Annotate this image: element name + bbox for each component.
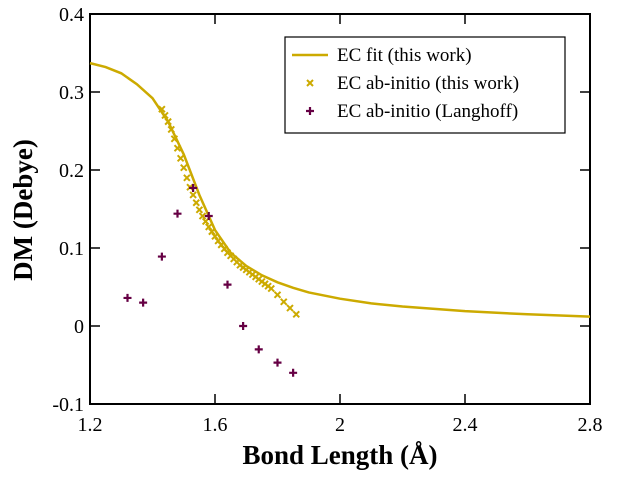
- plus-marker: [139, 298, 148, 307]
- x-marker: [292, 310, 300, 319]
- plus-marker: [204, 212, 213, 221]
- x-marker: [211, 232, 219, 241]
- legend-label: EC fit (this work): [337, 45, 472, 66]
- y-tick-label: 0.4: [59, 4, 84, 26]
- plus-marker: [254, 345, 263, 354]
- plus-marker: [189, 183, 198, 192]
- x-marker: [195, 206, 204, 214]
- x-marker: [286, 304, 294, 312]
- plus-marker: [223, 280, 232, 289]
- x-marker: [205, 223, 213, 231]
- x-marker: [267, 284, 275, 293]
- x-marker: [198, 212, 207, 220]
- x-marker: [192, 199, 200, 207]
- y-tick-label: 0: [74, 316, 84, 338]
- x-axis-title: Bond Length (Å): [242, 440, 437, 470]
- x-marker: [273, 291, 282, 299]
- legend-box: [284, 36, 566, 134]
- x-tick-label: 2: [335, 414, 345, 436]
- x-marker: [280, 298, 288, 306]
- x-marker: [208, 227, 216, 236]
- x-marker: [158, 105, 166, 113]
- y-tick-label: 0.3: [59, 82, 84, 104]
- x-tick-label: 1.2: [78, 414, 103, 436]
- x-marker: [167, 125, 175, 134]
- legend-marker: [306, 107, 314, 115]
- x-marker: [183, 174, 191, 182]
- plus-marker: [239, 322, 248, 330]
- x-marker: [176, 154, 185, 163]
- x-marker: [173, 144, 182, 152]
- x-marker: [201, 217, 210, 226]
- legend-label: EC ab-initio (this work): [337, 73, 519, 94]
- legend-label: EC ab-initio (Langhoff): [337, 101, 518, 122]
- y-tick-label: -0.1: [52, 394, 84, 416]
- plus-marker: [173, 209, 182, 218]
- legend-marker: [306, 79, 314, 87]
- fit-line: [89, 61, 591, 318]
- x-marker: [164, 117, 172, 126]
- x-tick-label: 2.8: [578, 414, 603, 436]
- x-marker: [189, 191, 197, 199]
- x-tick-label: 1.6: [203, 414, 228, 436]
- y-axis-title: DM (Debye): [8, 139, 38, 281]
- plus-marker: [289, 368, 298, 377]
- x-marker: [161, 111, 169, 120]
- x-tick-label: 2.4: [453, 414, 478, 436]
- plus-marker: [157, 252, 166, 261]
- plus-marker: [273, 358, 282, 367]
- y-tick-label: 0.1: [59, 238, 84, 260]
- x-marker: [180, 163, 188, 172]
- plus-marker: [123, 293, 132, 302]
- x-marker: [170, 135, 179, 143]
- y-tick-label: 0.2: [59, 160, 84, 182]
